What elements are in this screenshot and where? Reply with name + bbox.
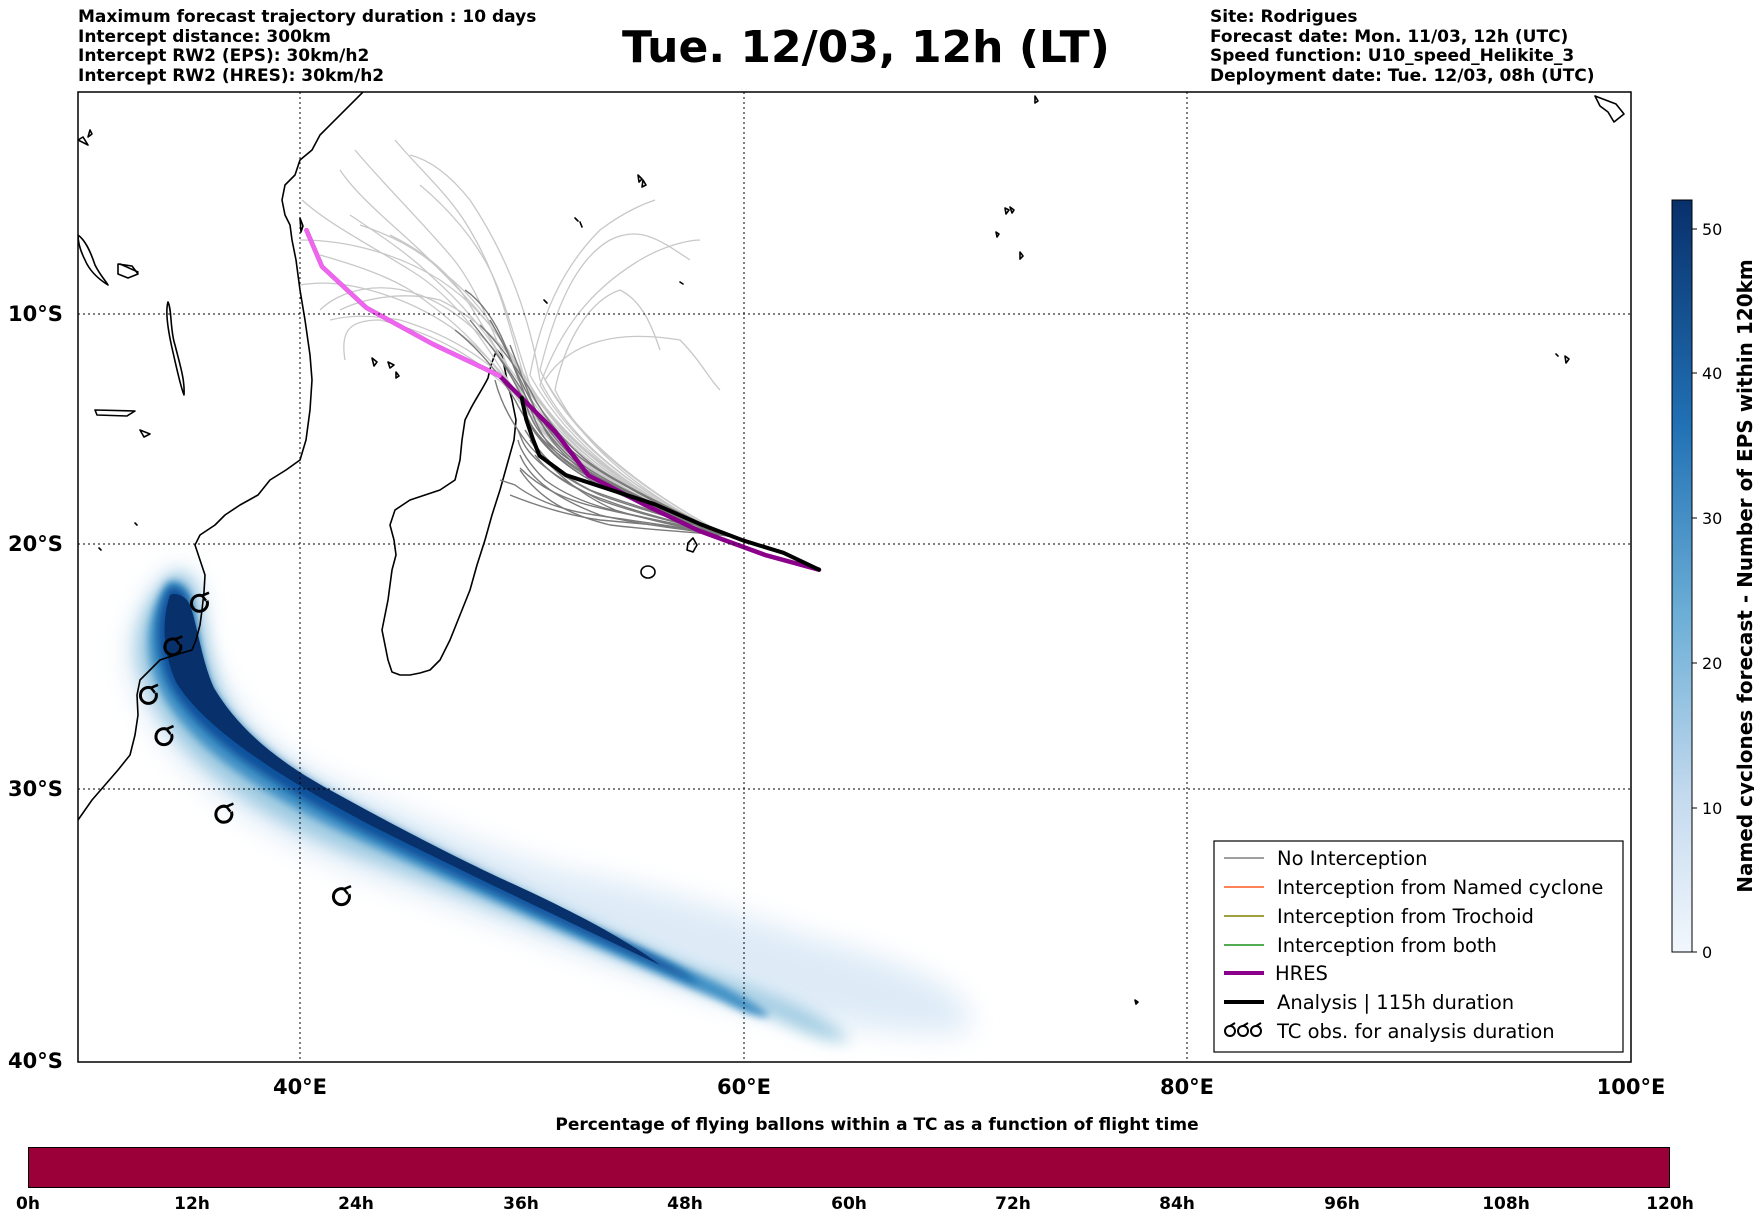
- timeline-tick-label: 72h: [995, 1194, 1031, 1214]
- map-chart: 10°S 20°S 30°S 40°S 40°E 60°E 80°E 100°E…: [8, 91, 1754, 1099]
- hres-track: [304, 227, 822, 572]
- header-line: Intercept RW2 (EPS): 30km/h2: [78, 46, 370, 66]
- colorbar-tick-label: 0: [1702, 943, 1712, 962]
- colorbar-tick-label: 10: [1702, 799, 1722, 818]
- hres-track-tail: [304, 227, 502, 378]
- legend-label: No Interception: [1277, 847, 1428, 870]
- cyclone-icon: [189, 591, 210, 613]
- timeline-tick-label: 48h: [667, 1194, 703, 1214]
- timeline-tick-label: 96h: [1324, 1194, 1360, 1214]
- colorbar-tick-label: 50: [1702, 220, 1722, 239]
- lat-tick-label: 20°S: [8, 532, 63, 556]
- reunion-island: [640, 565, 656, 579]
- header-line: Intercept RW2 (HRES): 30km/h2: [78, 65, 385, 86]
- header-info-right: Site: Rodrigues Forecast date: Mon. 11/0…: [1210, 7, 1595, 86]
- cyclone-icon: [154, 724, 175, 747]
- timeline-tick-label: 108h: [1482, 1194, 1530, 1214]
- lake-tanganyika: [78, 234, 109, 286]
- header-line: Speed function: U10_speed_Helikite_3: [1210, 46, 1575, 66]
- eps-trajectories-light: [299, 139, 729, 537]
- header-line: Forecast date: Mon. 11/03, 12h (UTC): [1210, 26, 1569, 47]
- mauritius-island: [686, 537, 698, 553]
- map-frame: [77, 91, 1632, 1063]
- cyclone-icon: [331, 884, 352, 907]
- legend-label: Interception from Trochoid: [1277, 905, 1534, 928]
- cyclone-icon: [163, 635, 183, 657]
- legend-label: HRES: [1275, 962, 1328, 985]
- zanzibar-island: [299, 217, 304, 233]
- timeline-tick-label: 120h: [1646, 1194, 1694, 1214]
- legend-label: Interception from both: [1277, 934, 1497, 957]
- lat-axis-labels: 10°S 20°S 30°S 40°S: [8, 302, 63, 1073]
- seychelles-islands: [78, 95, 1625, 1005]
- timeline-title: Percentage of flying ballons within a TC…: [555, 1115, 1199, 1135]
- timeline-tick-label: 36h: [503, 1194, 539, 1214]
- timeline-tick-label: 84h: [1159, 1194, 1195, 1214]
- lon-tick-label: 80°E: [1160, 1075, 1214, 1099]
- header-info-left: Maximum forecast trajectory duration : 1…: [78, 7, 537, 86]
- header-line: Maximum forecast trajectory duration : 1…: [78, 7, 537, 27]
- forecast-tracks: [304, 227, 822, 572]
- header-line: Site: Rodrigues: [1210, 7, 1358, 27]
- lon-axis-labels: 40°E 60°E 80°E 100°E: [273, 1075, 1665, 1099]
- colorbar-gradient: [1671, 199, 1693, 953]
- timeline-bar: [28, 1147, 1670, 1188]
- lon-tick-label: 100°E: [1597, 1075, 1666, 1099]
- timeline-tick-label: 24h: [338, 1194, 374, 1214]
- madagascar-coastline: [381, 349, 517, 676]
- comoros-island: [387, 361, 395, 369]
- lon-tick-label: 60°E: [717, 1075, 771, 1099]
- cyclone-icon: [1224, 1022, 1262, 1037]
- legend-label: Analysis | 115h duration: [1277, 991, 1514, 1014]
- map-title: Tue. 12/03, 12h (LT): [622, 22, 1110, 73]
- colorbar-tick-label: 30: [1702, 509, 1722, 528]
- coastlines: [78, 92, 1625, 1005]
- eps-trajectories-dark: [454, 289, 729, 537]
- cyclone-density-plume: [127, 565, 971, 1041]
- colorbar-title: Named cyclones forecast - Number of EPS …: [1733, 259, 1754, 893]
- colorbar: 0 10 20 30 40 50 Named cyclones forecast…: [1671, 199, 1754, 962]
- tc-observations: [138, 591, 352, 907]
- colorbar-ticks: [1692, 228, 1697, 953]
- timeline-tick-label: 0h: [16, 1194, 40, 1214]
- legend-label: Interception from Named cyclone: [1277, 876, 1603, 899]
- timeline-tick-label: 12h: [174, 1194, 210, 1214]
- colorbar-tick-label: 40: [1702, 364, 1722, 383]
- comoros-island: [371, 357, 378, 367]
- header-line: Deployment date: Tue. 12/03, 08h (UTC): [1210, 65, 1595, 86]
- lon-tick-label: 40°E: [273, 1075, 327, 1099]
- legend: No Interception Interception from Named …: [1213, 840, 1624, 1053]
- lake-malawi: [165, 301, 185, 396]
- legend-box: [1213, 840, 1624, 1053]
- colorbar-tick-label: 20: [1702, 654, 1722, 673]
- lat-tick-label: 30°S: [8, 777, 63, 801]
- africa-coastline: [78, 92, 364, 821]
- lat-tick-label: 10°S: [8, 302, 63, 326]
- graticule: [78, 92, 1631, 1062]
- cyclone-icon: [138, 683, 159, 705]
- timeline-tick-label: 60h: [831, 1194, 867, 1214]
- mayotte-island: [395, 371, 400, 379]
- cyclone-icon: [214, 802, 234, 824]
- header-line: Intercept distance: 300km: [78, 26, 331, 47]
- lake-victoria: [117, 263, 139, 279]
- lake-kariba: [139, 429, 151, 438]
- lat-tick-label: 40°S: [8, 1049, 63, 1073]
- legend-label: TC obs. for analysis duration: [1276, 1020, 1555, 1043]
- lake-malawi-south: [94, 409, 136, 417]
- analysis-track: [519, 395, 821, 572]
